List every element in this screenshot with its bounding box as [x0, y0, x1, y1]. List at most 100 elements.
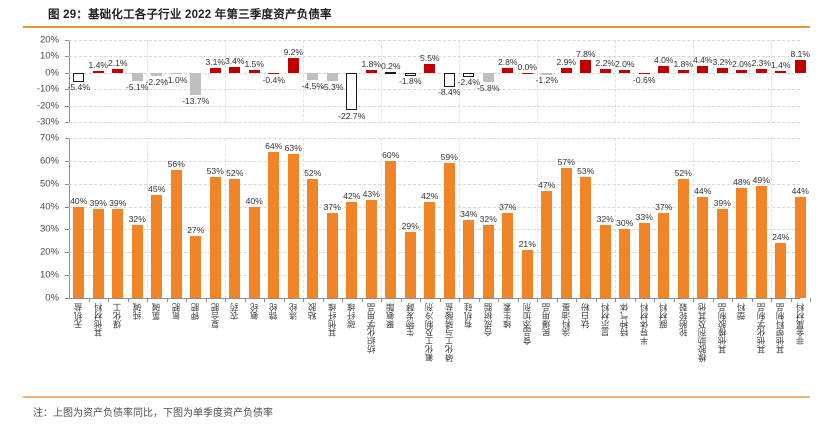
quarter-bar [755, 186, 767, 298]
yoy-bar [307, 72, 319, 81]
quarter-y-tick-label: 60% [39, 155, 59, 167]
quarter-x-tick [654, 298, 655, 302]
quarter-tick [65, 252, 69, 254]
x-axis-category-label: 其他橡胶制品 [716, 303, 727, 354]
quarter-x-axis-line [69, 298, 800, 299]
quarter-bar [599, 224, 611, 298]
quarter-bar [229, 179, 241, 298]
x-axis-category-label: 复合肥 [209, 303, 220, 329]
yoy-plot-area: -5.4% 1.4% 2.1% -5.1% -2.2% -1.0% -13.7% 3.1% 3.… [65, 40, 810, 123]
x-axis-category-label: 其他纤维 [326, 303, 337, 337]
yoy-tick [65, 40, 69, 41]
x-axis-category-label: 有机硅 [463, 303, 474, 329]
quarter-gridline [69, 160, 800, 162]
yoy-bar [112, 69, 124, 73]
quarter-axis-line [69, 138, 70, 298]
yoy-tick [65, 56, 69, 58]
quarter-x-tick [595, 298, 597, 302]
quarter-bar-value-label: 40% [70, 195, 88, 206]
yoy-gridline [69, 122, 800, 123]
yoy-bar [580, 60, 592, 73]
quarter-bar [112, 208, 124, 298]
quarter-x-tick [459, 298, 460, 302]
yoy-chart: 20% 10% 0% -10% -20% -30% -5.4% 1.4% 2.1% -5.1% -… [23, 34, 810, 128]
quarter-bar-value-label: 40% [245, 195, 263, 206]
quarter-x-tick [673, 298, 675, 302]
yoy-bar-value-label: 1.4% [88, 59, 109, 70]
yoy-vertical-gridline [147, 40, 148, 122]
quarter-x-tick [283, 298, 285, 302]
yoy-bar-value-label: 7.8% [575, 49, 596, 59]
quarter-bar [560, 167, 572, 298]
yoy-bar [131, 72, 143, 82]
quarter-bar [638, 222, 650, 298]
quarter-x-tick [478, 298, 480, 302]
quarter-plot-area: 40% 39% 39% 32% 45% 56% 27% 53% 52% 40% 64% 63% 52% 3… [65, 138, 811, 302]
yoy-tick [65, 89, 69, 91]
quarter-x-tick [400, 298, 402, 302]
x-axis-category-label: 合成树脂 [482, 303, 493, 337]
yoy-bar-value-label: -1.8% [399, 76, 422, 87]
x-axis-category-label: 粘胶 [307, 303, 318, 320]
yoy-bar-value-label: 0.0% [517, 61, 538, 72]
yoy-bar-value-label: 2.1% [107, 58, 128, 69]
quarter-bar [248, 206, 260, 298]
quarter-x-tick [712, 298, 714, 302]
quarter-vertical-gridline [381, 138, 382, 298]
yoy-tick [65, 105, 69, 107]
yoy-bar [502, 68, 514, 73]
yoy-bar [560, 68, 572, 73]
yoy-gridline [69, 89, 800, 91]
quarter-bar [209, 176, 221, 298]
footer-divider [23, 396, 810, 398]
yoy-bar [209, 67, 221, 73]
x-axis-category-label: 农药 [229, 303, 240, 320]
x-axis-category-label: 轮胎轮毂 [677, 303, 688, 337]
x-axis-category-label: 特种气体 [619, 303, 630, 337]
quarter-x-tick [732, 298, 733, 302]
x-axis-category-label: 其他化学制品 [755, 303, 766, 354]
x-axis-category-label: 涤纶 [287, 303, 298, 320]
quarter-x-tick [634, 298, 636, 302]
quarter-x-tick [615, 298, 616, 302]
quarter-bar [151, 195, 163, 298]
yoy-bar [424, 63, 436, 73]
quarter-bar [736, 188, 748, 298]
quarter-bar [580, 176, 592, 298]
yoy-bar [170, 72, 182, 75]
yoy-y-tick-label: -10% [36, 83, 59, 95]
yoy-bar [736, 69, 748, 73]
yoy-bar [268, 72, 280, 74]
yoy-bar-value-label: -8.4% [438, 87, 461, 98]
quarter-bar-value-label: 52% [226, 168, 244, 179]
yoy-tick [65, 72, 69, 74]
quarter-tick [65, 183, 69, 185]
quarter-bar [404, 231, 416, 298]
quarter-bar [716, 208, 728, 298]
x-axis-category-label: 煤化工 [112, 303, 123, 329]
yoy-y-tick-label: 20% [39, 34, 59, 46]
yoy-bar [716, 67, 728, 73]
quarter-bar [521, 250, 533, 298]
quarter-tick [65, 275, 69, 277]
yoy-gridline [69, 40, 800, 41]
yoy-vertical-gridline [615, 40, 616, 122]
yoy-y-axis-labels: 20% 10% 0% -10% -20% -30% [23, 34, 63, 128]
quarter-x-tick [303, 298, 304, 302]
quarter-bar-value-label: 64% [265, 140, 283, 151]
quarter-bar-value-label: 45% [148, 184, 166, 195]
quarter-bar-value-label: 63% [284, 143, 302, 153]
yoy-bar [658, 66, 670, 73]
yoy-bar-value-label: -2.2% [145, 76, 168, 87]
yoy-bar [385, 72, 397, 75]
quarter-bar-value-label: 37% [655, 202, 673, 213]
quarter-tick [65, 206, 69, 208]
yoy-bar [677, 69, 689, 73]
quarter-x-tick [244, 298, 246, 302]
yoy-bar-value-label: -22.7% [338, 110, 366, 121]
x-axis-category-label: 氨纶 [248, 303, 259, 320]
quarter-bar [658, 213, 670, 298]
quarter-bar [775, 243, 787, 298]
yoy-bar-value-label: 2.9% [556, 57, 577, 68]
quarter-bar-value-label: 53% [206, 165, 224, 176]
